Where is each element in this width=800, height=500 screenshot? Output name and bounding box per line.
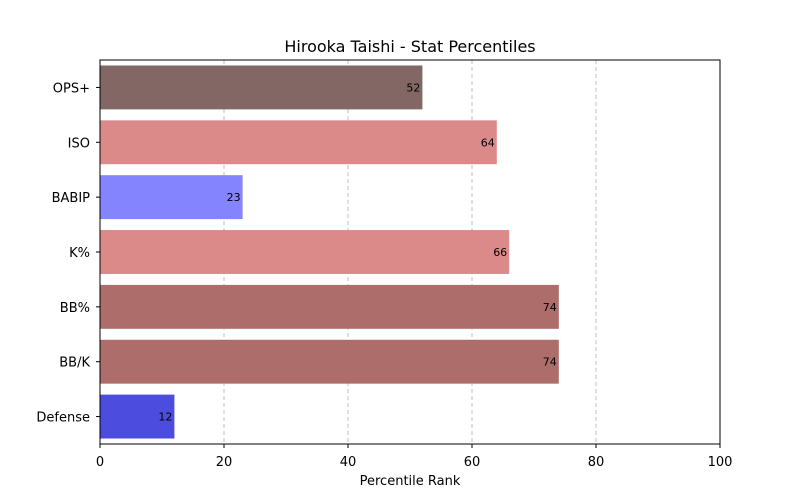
- bars: 52 64 23 66 74 74 12: [100, 65, 559, 439]
- x-tick-label: 80: [588, 455, 605, 470]
- bar-value-label: 66: [493, 246, 507, 259]
- y-tick-label: K%: [69, 246, 90, 261]
- bar: [100, 339, 559, 384]
- x-tick-label: 60: [464, 455, 481, 470]
- x-axis: 0 20 40 60 80 100: [96, 444, 733, 470]
- bar-value-label: 64: [481, 136, 495, 149]
- y-tick-label: BABIP: [52, 191, 91, 206]
- bar-value-label: 74: [543, 356, 557, 369]
- bar-value-label: 74: [543, 301, 557, 314]
- bar-value-label: 12: [158, 411, 172, 424]
- chart-title: Hirooka Taishi - Stat Percentiles: [284, 37, 535, 56]
- bar: [100, 120, 497, 165]
- x-axis-label: Percentile Rank: [360, 474, 461, 489]
- y-tick-label: BB%: [60, 301, 90, 316]
- bar-value-label: 52: [406, 81, 420, 94]
- y-tick-label: Defense: [36, 411, 90, 426]
- bar: [100, 284, 559, 329]
- y-axis: OPS+ ISO BABIP K% BB% BB/K Defense: [36, 81, 100, 426]
- bar: [100, 394, 175, 439]
- x-tick-label: 20: [216, 455, 233, 470]
- x-tick-label: 40: [340, 455, 357, 470]
- y-tick-label: ISO: [68, 136, 90, 151]
- bar: [100, 175, 243, 220]
- y-tick-label: BB/K: [59, 356, 90, 371]
- bar: [100, 65, 423, 110]
- x-tick-label: 100: [708, 455, 733, 470]
- bar: [100, 230, 510, 274]
- bar-value-label: 23: [227, 191, 241, 204]
- x-tick-label: 0: [96, 455, 104, 470]
- y-tick-label: OPS+: [53, 81, 90, 96]
